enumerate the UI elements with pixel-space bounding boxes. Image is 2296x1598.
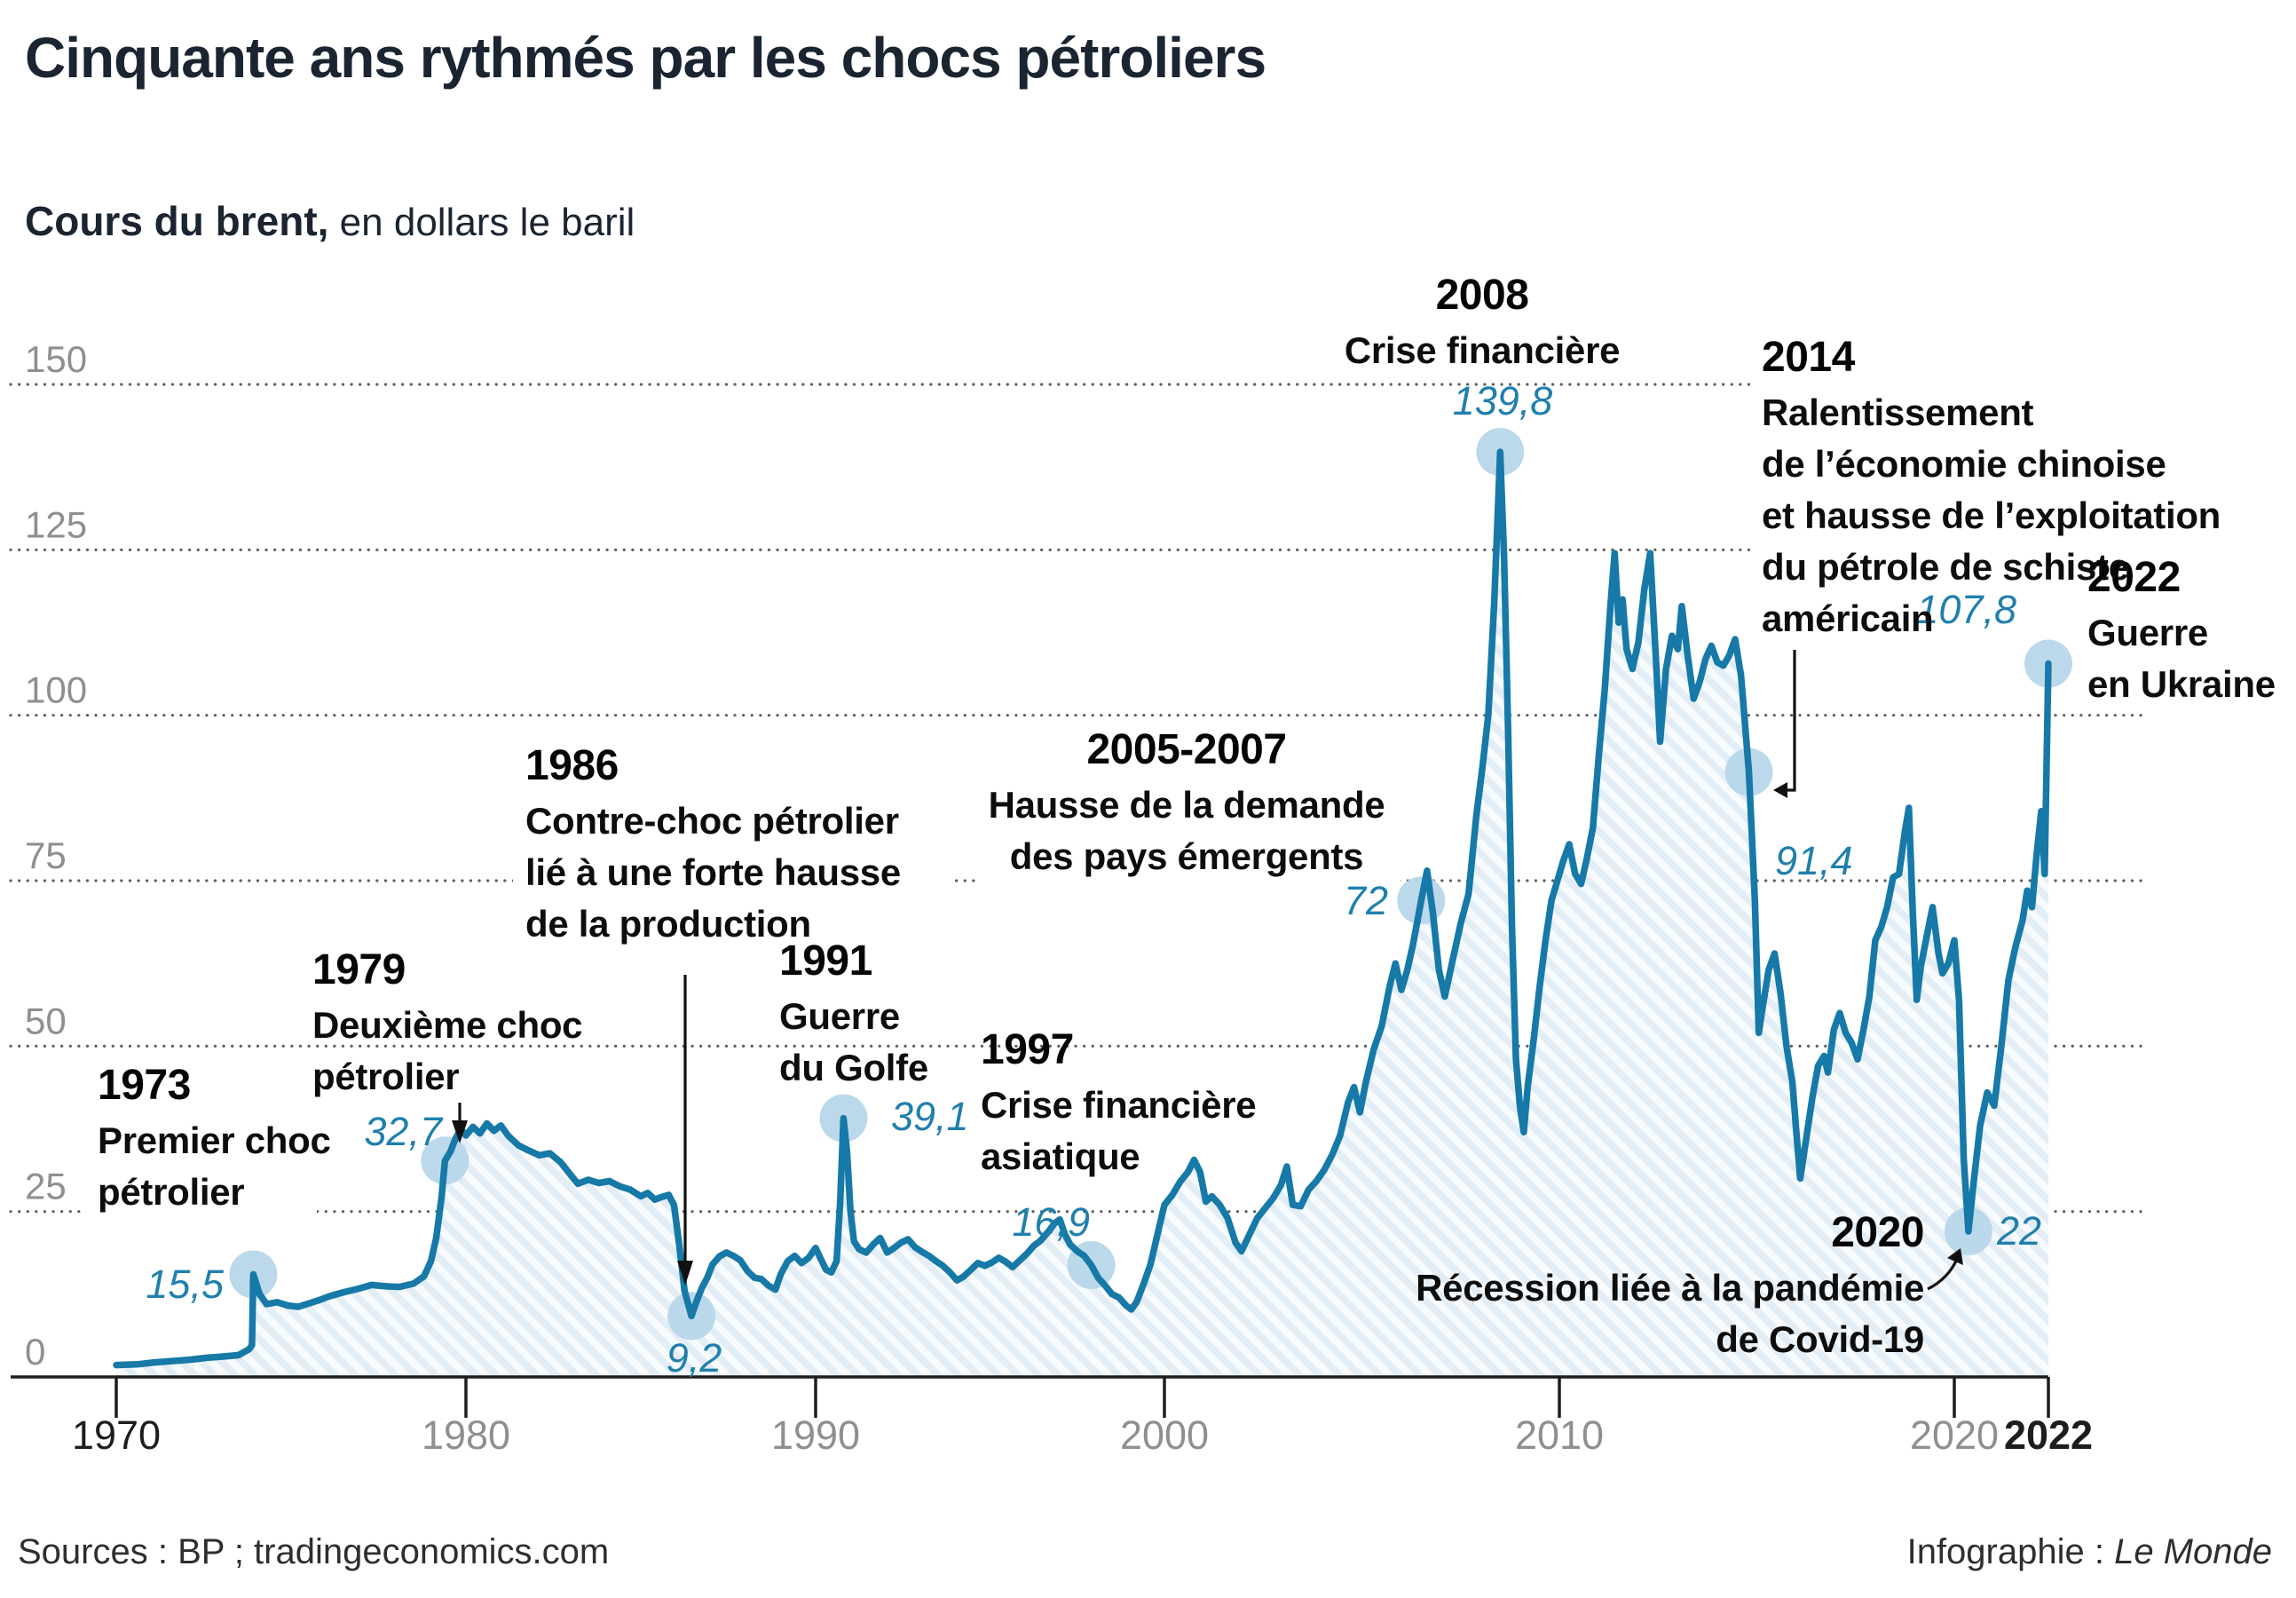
annotation-backdrop-1 (513, 737, 950, 969)
y-axis-label-25: 25 (25, 1166, 67, 1207)
event-value-1997: 16,9 (1012, 1199, 1090, 1245)
x-axis-label-2022: 2022 (2004, 1412, 2093, 1458)
event-value-2014: 91,4 (1775, 838, 1853, 883)
credit-name: Le Monde (2114, 1532, 2272, 1571)
x-axis-label-2020: 2020 (1910, 1412, 1999, 1458)
annotation-arrow (1786, 650, 1796, 792)
annotation-arrowhead (1947, 1248, 1963, 1265)
x-axis-label-1970: 1970 (72, 1412, 161, 1458)
y-axis-label-75: 75 (25, 835, 67, 876)
event-value-1973: 15,5 (146, 1262, 225, 1307)
y-axis-label-150: 150 (25, 338, 87, 380)
event-value-2022: 107,8 (1916, 587, 2016, 632)
annotation-arrowhead (1773, 782, 1787, 798)
x-axis-label-2000: 2000 (1120, 1412, 1209, 1458)
event-value-2008: 139,8 (1453, 378, 1553, 423)
chart-subtitle-bold: Cours du brent, (25, 198, 329, 244)
x-axis-label-1980: 1980 (422, 1412, 510, 1458)
event-value-2005-2007: 72 (1344, 878, 1388, 923)
event-value-1986: 9,2 (667, 1335, 722, 1380)
annotation-backdrop-3 (1750, 328, 2249, 652)
y-axis-label-50: 50 (25, 1000, 67, 1041)
annotation-arrowhead (677, 1261, 693, 1286)
chart-subtitle: Cours du brent, en dollars le baril (25, 197, 635, 245)
price-area-fill (116, 452, 2048, 1377)
chart-subtitle-unit: en dollars le baril (328, 201, 635, 244)
x-axis-label-1990: 1990 (771, 1412, 860, 1458)
y-axis-label-125: 125 (25, 503, 87, 545)
page-title: Cinquante ans rythmés par les chocs pétr… (25, 26, 1266, 90)
y-axis-label-0: 0 (25, 1331, 45, 1373)
event-value-1979: 32,7 (364, 1109, 444, 1154)
event-value-2020: 22 (1996, 1208, 2041, 1254)
annotation-backdrop-0 (84, 1058, 317, 1231)
sources-note: Sources : BP ; tradingeconomics.com (18, 1532, 610, 1571)
event-value-1991: 39,1 (891, 1094, 969, 1139)
annotation-backdrop-2 (976, 721, 1400, 891)
x-axis-label-2010: 2010 (1515, 1412, 1604, 1458)
annotation-arrowhead (452, 1120, 468, 1143)
price-line (113, 448, 2052, 1369)
y-axis-label-100: 100 (25, 669, 87, 711)
credit-note: Infographie : Le Monde (1907, 1532, 2272, 1572)
credit-prefix: Infographie : (1906, 1532, 2115, 1571)
